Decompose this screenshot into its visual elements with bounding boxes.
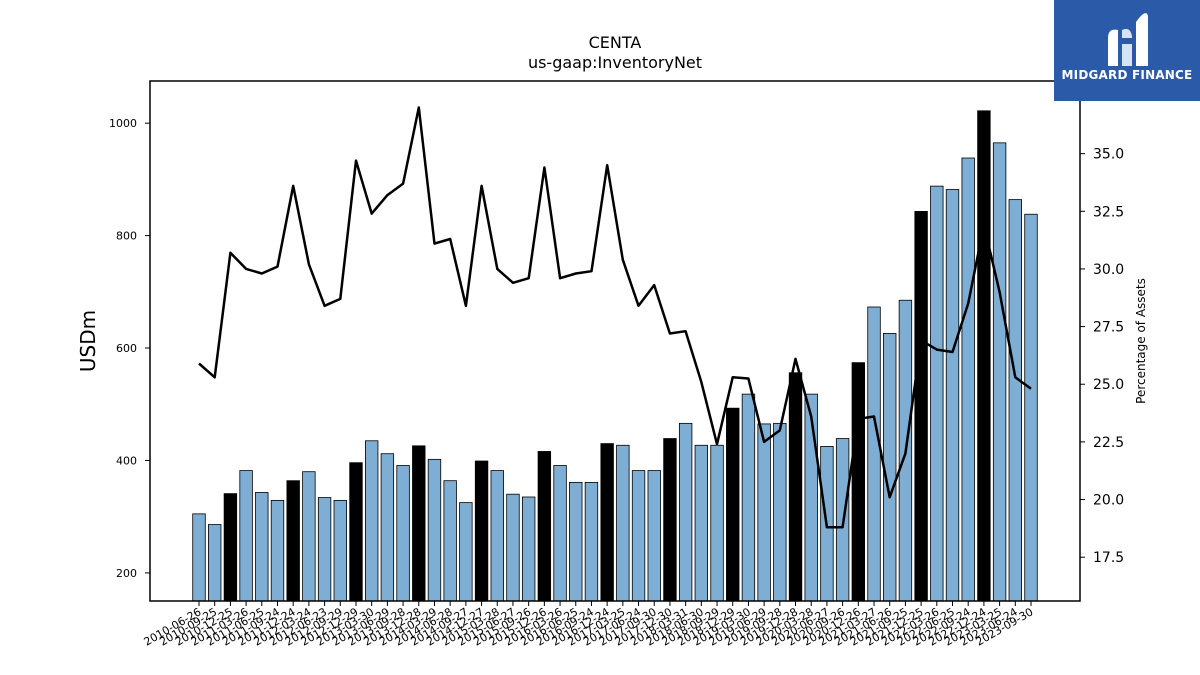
y-axis-ticks: 200 400 600 800 1000	[109, 117, 150, 580]
y2-tick-label: 25.0	[1093, 377, 1124, 393]
bar	[521, 496, 536, 602]
bar	[302, 471, 316, 602]
bar	[741, 393, 756, 602]
y2-axis-ticks: 17.5 20.0 22.5 25.0 27.5 30.0 32.5 35.0	[1080, 147, 1124, 566]
bar	[1024, 213, 1038, 602]
bar	[223, 493, 238, 602]
bar	[239, 470, 253, 602]
y-tick-label: 600	[116, 342, 137, 355]
bar	[537, 451, 552, 602]
line-series	[198, 106, 1032, 529]
bar	[459, 502, 473, 602]
bar	[678, 422, 693, 602]
bar	[726, 407, 740, 602]
bar	[694, 444, 709, 602]
bar	[553, 465, 567, 602]
bar	[600, 443, 614, 602]
bar	[945, 189, 960, 602]
y2-tick-label: 22.5	[1093, 435, 1124, 451]
bar	[914, 211, 928, 602]
midgard-m-logo-icon	[1108, 13, 1148, 67]
y2-tick-label: 27.5	[1093, 320, 1124, 336]
bar	[208, 524, 222, 602]
bar	[977, 110, 991, 602]
bar	[851, 362, 865, 602]
bar	[992, 142, 1007, 602]
bar	[930, 185, 944, 602]
bar	[349, 462, 363, 602]
y2-tick-label: 30.0	[1093, 262, 1124, 278]
y2-tick-label: 17.5	[1093, 550, 1124, 566]
bar	[631, 470, 646, 602]
bar-series	[192, 110, 1038, 602]
bar	[1008, 199, 1022, 602]
bar	[255, 492, 269, 602]
bar	[474, 460, 489, 602]
y-tick-label: 1000	[109, 117, 137, 130]
plot-frame	[149, 80, 1081, 602]
y2-tick-label: 20.0	[1093, 493, 1124, 509]
y-axis-label: USDm	[76, 310, 100, 372]
bar	[883, 333, 897, 602]
y2-tick-label: 32.5	[1093, 204, 1124, 220]
bar	[616, 444, 630, 602]
bar	[396, 465, 410, 602]
bar	[192, 513, 206, 602]
bar	[584, 481, 599, 602]
bar	[663, 438, 677, 602]
bar	[569, 481, 583, 602]
bar	[380, 453, 395, 602]
y2-axis-label: Percentage of Assets	[1134, 278, 1148, 404]
y-tick-label: 200	[116, 567, 137, 580]
brand-name: MIDGARD FINANCE	[1061, 68, 1193, 82]
bar	[286, 480, 300, 602]
y-tick-label: 400	[116, 454, 137, 467]
chart-subtitle: us-gaap:InventoryNet	[528, 53, 702, 72]
bar	[647, 470, 661, 602]
bar	[867, 306, 881, 602]
bar	[788, 372, 803, 602]
bar	[757, 423, 771, 602]
bar	[364, 440, 379, 602]
bar	[333, 499, 347, 602]
bar	[412, 445, 426, 602]
bar	[710, 444, 724, 602]
bar	[773, 422, 787, 602]
y-tick-label: 800	[116, 230, 137, 243]
bar	[317, 497, 332, 602]
bar	[490, 470, 504, 602]
bar	[443, 480, 457, 602]
percentage-line	[198, 106, 1032, 529]
brand-logo: MIDGARD FINANCE	[1054, 0, 1200, 101]
y2-tick-label: 35.0	[1093, 147, 1124, 163]
chart-title: CENTA	[589, 33, 642, 52]
bar	[270, 499, 285, 602]
x-axis-ticks: 2010-06-262010-09-252010-12-252011-03-26…	[142, 601, 1036, 649]
bar	[506, 493, 520, 602]
bar	[427, 458, 442, 602]
bar	[961, 157, 975, 602]
